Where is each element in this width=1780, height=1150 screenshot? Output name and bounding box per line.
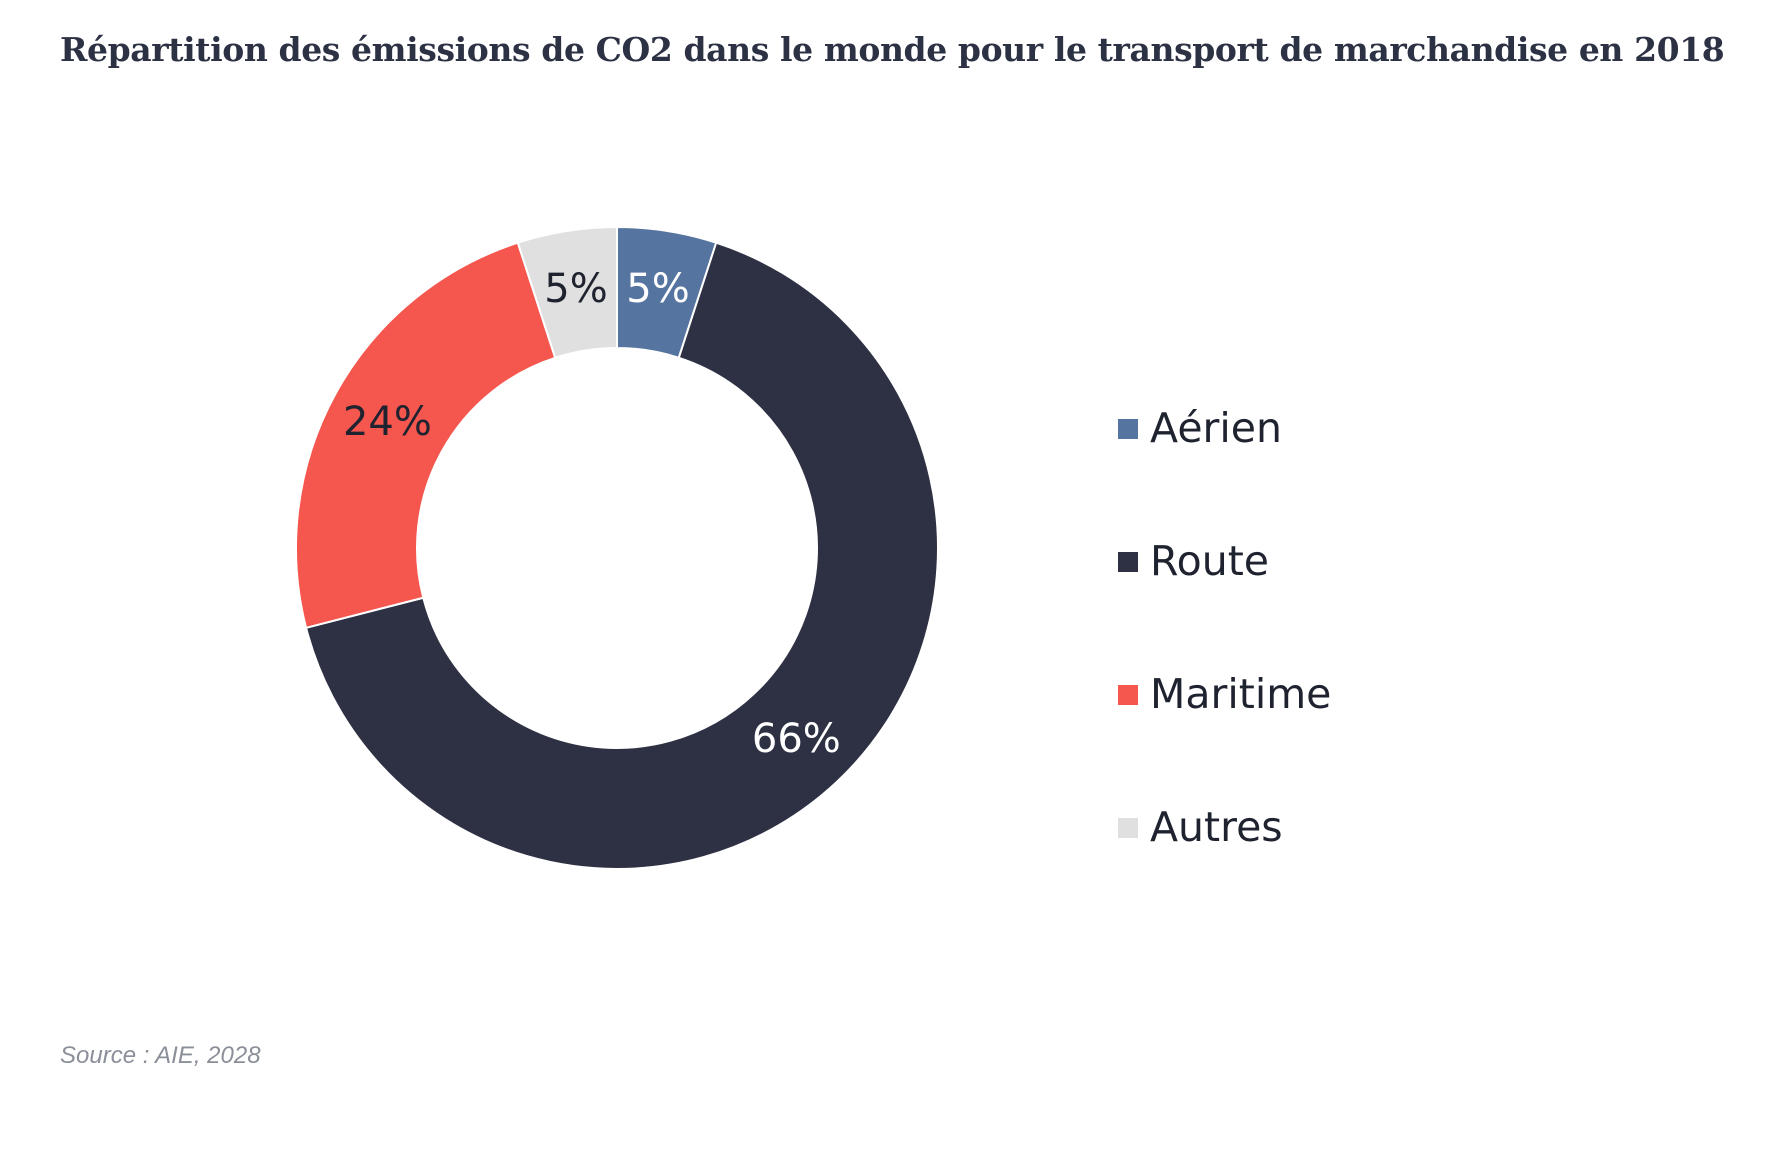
legend-item-route: Route xyxy=(1118,495,1331,628)
source-note: Source : AIE, 2028 xyxy=(60,1042,261,1069)
legend-label-aerien: Aérien xyxy=(1150,404,1283,452)
legend-item-autres: Autres xyxy=(1118,761,1331,894)
legend-label-maritime: Maritime xyxy=(1150,670,1332,718)
legend-item-maritime: Maritime xyxy=(1118,628,1331,761)
slice-maritime xyxy=(295,241,557,630)
chart-legend: Aérien Route Maritime Autres xyxy=(1118,362,1331,894)
legend-swatch-aerien xyxy=(1118,418,1138,439)
slice-label-maritime: 24% xyxy=(343,399,432,445)
slice-label-route: 66% xyxy=(752,716,841,762)
slice-label-autres: 5% xyxy=(544,266,607,312)
slice-label-aerien: 5% xyxy=(626,266,689,312)
donut-slice-labels: 5% 66% 24% 5% xyxy=(343,266,841,762)
legend-item-aerien: Aérien xyxy=(1118,362,1331,495)
legend-label-route: Route xyxy=(1150,537,1270,585)
legend-swatch-route xyxy=(1118,551,1138,572)
legend-swatch-maritime xyxy=(1118,684,1138,705)
chart-title: Répartition des émissions de CO2 dans le… xyxy=(60,30,1725,69)
donut-slices xyxy=(295,225,939,870)
legend-swatch-autres xyxy=(1118,817,1138,838)
legend-label-autres: Autres xyxy=(1150,803,1283,851)
slice-route xyxy=(304,241,939,870)
slice-autres xyxy=(516,225,618,360)
